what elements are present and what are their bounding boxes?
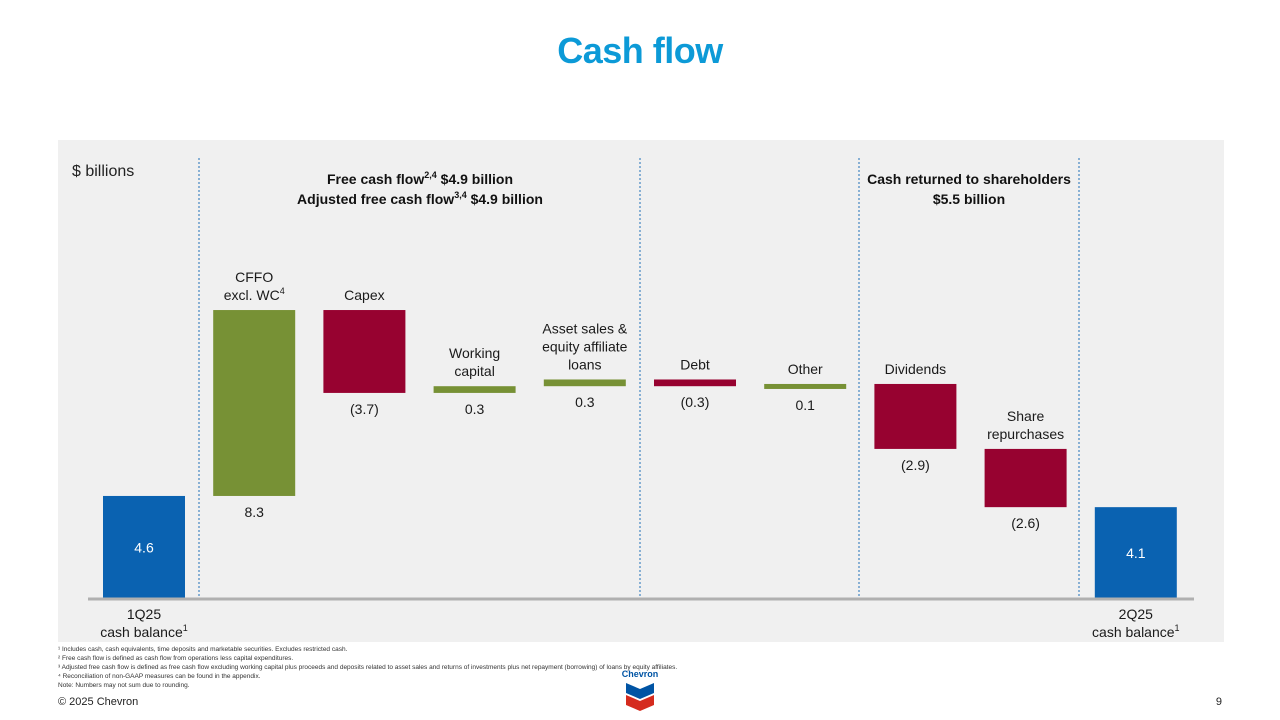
value-label-debt: (0.3): [681, 394, 710, 410]
value-label-capex: (3.7): [350, 401, 379, 417]
chevron-emblem-icon: [626, 683, 654, 711]
bar-2q25-cash-balance: [1094, 507, 1177, 599]
bar-1q25-cash-balance: [103, 495, 185, 599]
value-label-share-repurchases: (2.6): [1011, 515, 1040, 531]
returned-header-line2: $5.5 billion: [933, 191, 1005, 207]
bar-debt: [654, 379, 736, 387]
category-label-2q25-cash-balance: 2Q25 cash balance1: [1092, 606, 1180, 640]
category-label-other: Other: [788, 361, 823, 377]
fcf-header-line2: Adjusted free cash flow3,4 $4.9 billion: [297, 190, 543, 207]
returned-header-line1: Cash returned to shareholders: [867, 171, 1071, 187]
units-label: $ billions: [72, 163, 134, 180]
value-label-2q25-cash-balance: 4.1: [1126, 545, 1146, 561]
bar-working-capital: [433, 386, 516, 393]
copyright: © 2025 Chevron: [58, 696, 139, 708]
cash-flow-waterfall-chart: $ billions Free cash flow2,4 $4.9 billio…: [72, 158, 1194, 640]
category-label-share-repurchases: Share repurchases: [987, 408, 1064, 442]
category-label-working-capital: Working capital: [449, 345, 500, 379]
footnote-1: ¹ Includes cash, cash equivalents, time …: [58, 646, 348, 653]
bar-dividends: [874, 383, 957, 449]
category-label-capex: Capex: [344, 287, 384, 303]
category-label-asset-sales-equity-affiliate-loans: Asset sales & equity affiliate loans: [542, 320, 628, 372]
value-label-other: 0.1: [795, 397, 815, 413]
bar-capex: [323, 310, 406, 393]
value-label-asset-sales-equity-affiliate-loans: 0.3: [575, 394, 595, 410]
footnotes: ¹ Includes cash, cash equivalents, time …: [58, 645, 958, 690]
chevron-logo: Chevron: [611, 669, 669, 713]
chart-panel: $ billions Free cash flow2,4 $4.9 billio…: [58, 140, 1224, 642]
value-label-dividends: (2.9): [901, 457, 930, 473]
category-label-dividends: Dividends: [885, 361, 946, 377]
category-label-1q25-cash-balance: 1Q25 cash balance1: [100, 606, 188, 640]
footnote-4: ⁴ Reconciliation of non-GAAP measures ca…: [58, 673, 261, 680]
fcf-header-line1: Free cash flow2,4 $4.9 billion: [327, 170, 513, 187]
footnote-3: ³ Adjusted free cash flow is defined as …: [58, 664, 678, 671]
page-title: Cash flow: [557, 30, 723, 71]
category-label-debt: Debt: [680, 356, 710, 372]
footnote-note: Note: Numbers may not sum due to roundin…: [58, 682, 190, 689]
category-label-cffo-excl-wc: CFFO excl. WC4: [224, 269, 285, 303]
value-label-1q25-cash-balance: 4.6: [134, 539, 154, 555]
logo-wordmark: Chevron: [621, 669, 659, 679]
page-number: 9: [1215, 696, 1222, 708]
bar-asset-sales-equity-affiliate-loans: [543, 379, 626, 387]
value-label-cffo-excl-wc: 8.3: [244, 504, 264, 520]
bar-other: [764, 383, 847, 389]
bar-share-repurchases: [984, 448, 1067, 508]
value-label-working-capital: 0.3: [465, 401, 485, 417]
bar-cffo-excl-wc: [213, 310, 296, 496]
footnote-2: ² Free cash flow is defined as cash flow…: [58, 655, 294, 662]
